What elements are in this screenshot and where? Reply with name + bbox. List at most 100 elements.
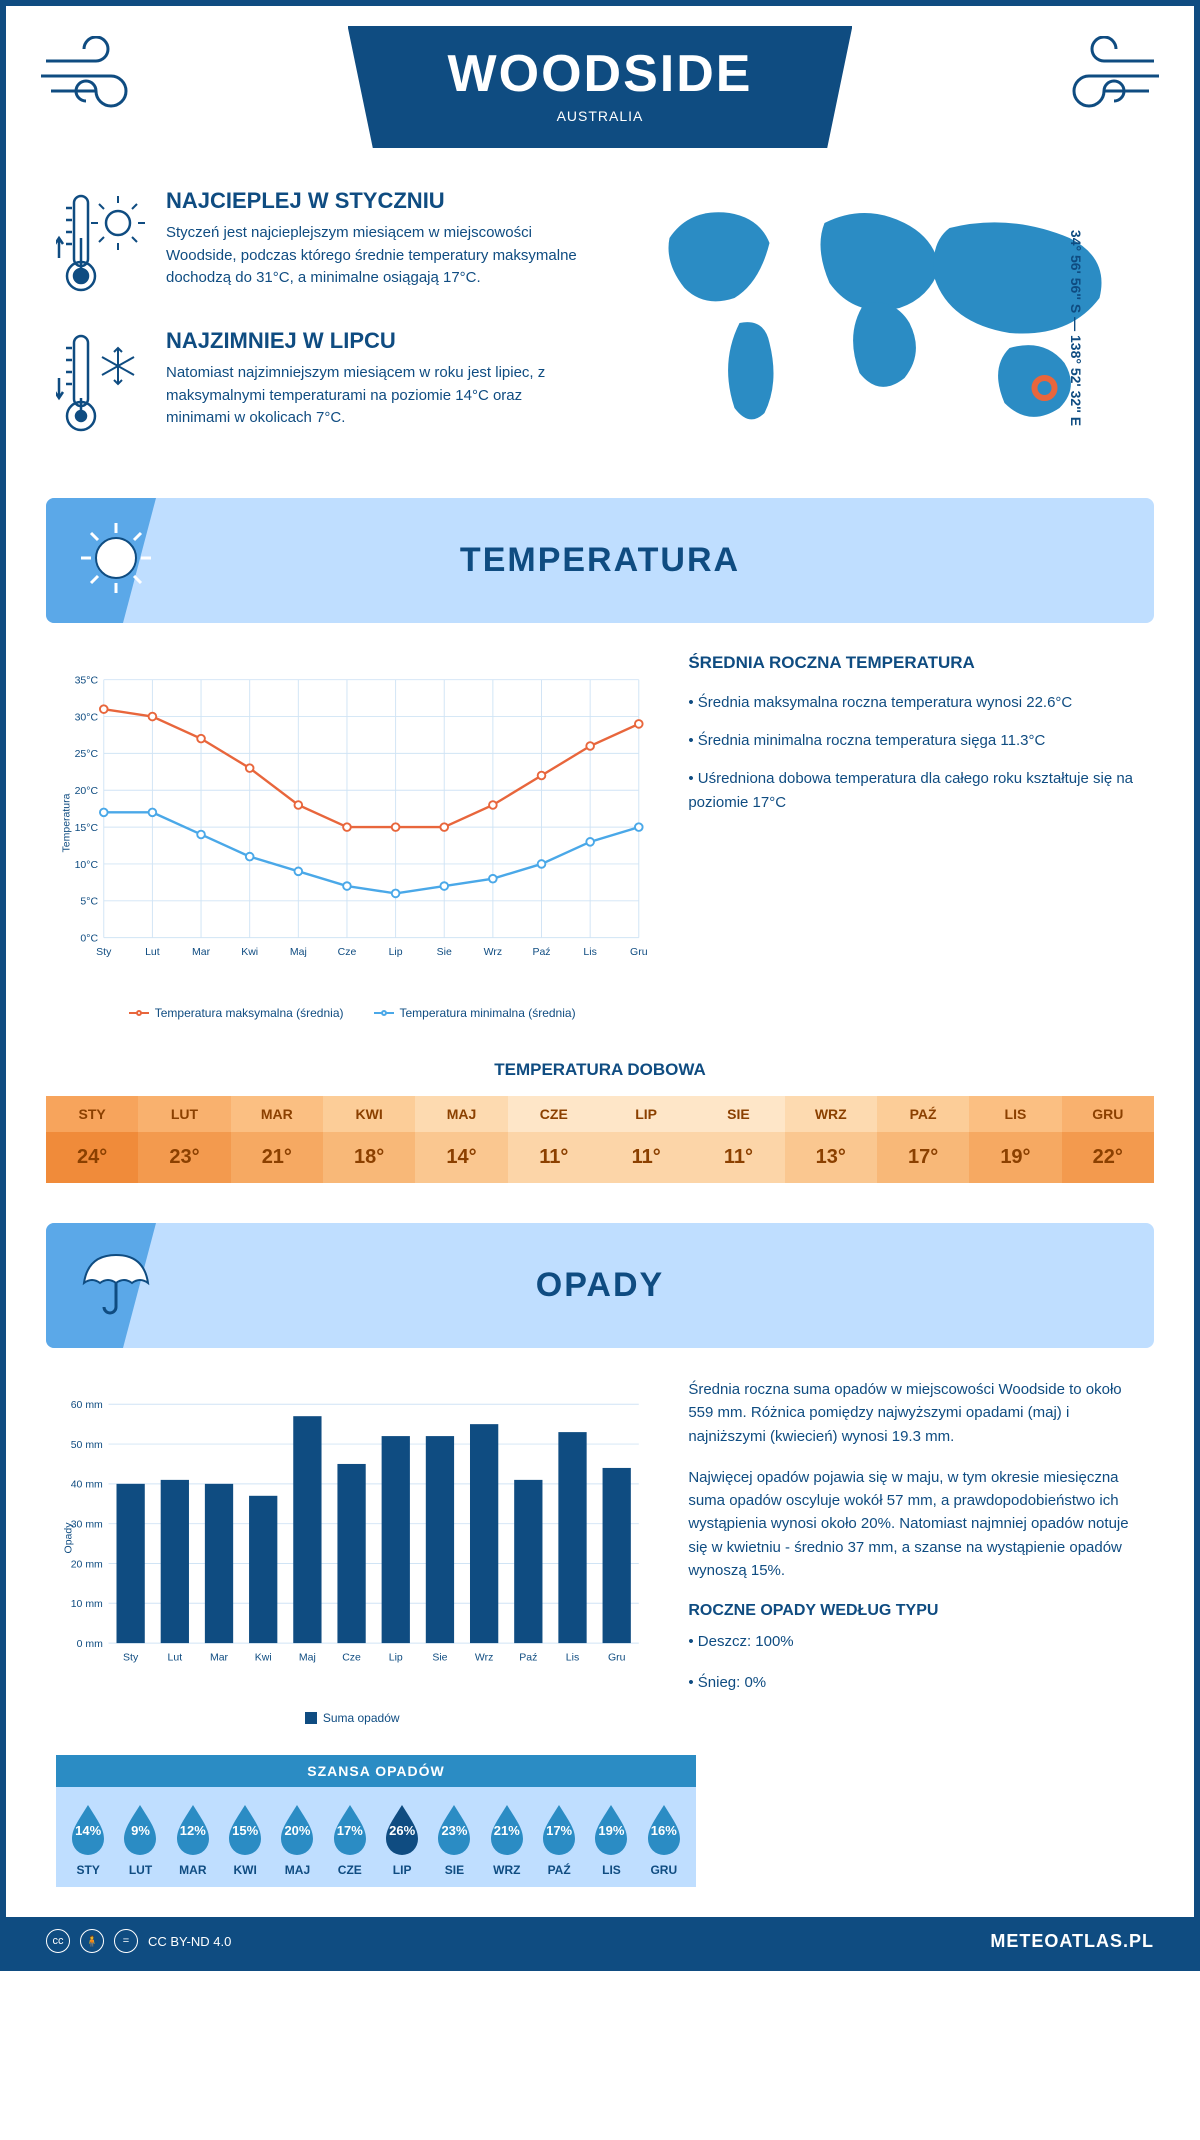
chance-cell: 21%WRZ [481,1801,533,1877]
license-text: CC BY-ND 4.0 [148,1934,231,1949]
chance-cell: 17%CZE [324,1801,376,1877]
svg-text:Paź: Paź [532,946,550,958]
site-name: METEOATLAS.PL [990,1931,1154,1952]
svg-text:30 mm: 30 mm [71,1518,103,1530]
svg-text:35°C: 35°C [75,675,99,687]
svg-text:20 mm: 20 mm [71,1558,103,1570]
title-banner: WOODSIDE AUSTRALIA [348,26,853,148]
page-title: WOODSIDE [448,44,753,104]
chance-cell: 14%STY [62,1801,114,1877]
daily-temp-cell: SIE11° [692,1096,784,1183]
temp-info-bullet: • Średnia minimalna roczna temperatura s… [688,729,1144,753]
footer: cc 🧍 = CC BY-ND 4.0 METEOATLAS.PL [6,1917,1194,1965]
chance-title: SZANSA OPADÓW [56,1755,696,1787]
rain-text-1: Średnia roczna suma opadów w miejscowośc… [688,1378,1144,1448]
svg-text:Kwi: Kwi [255,1651,272,1663]
daily-temp-cell: KWI18° [323,1096,415,1183]
svg-text:Cze: Cze [338,946,357,958]
svg-text:Wrz: Wrz [475,1651,493,1663]
svg-text:40 mm: 40 mm [71,1479,103,1491]
svg-text:Lip: Lip [389,946,403,958]
svg-text:Paź: Paź [519,1651,537,1663]
chance-cell: 20%MAJ [271,1801,323,1877]
svg-text:Lis: Lis [566,1651,579,1663]
daily-temp-cell: PAŹ17° [877,1096,969,1183]
umbrella-icon [76,1243,156,1323]
daily-temp-cell: LUT23° [138,1096,230,1183]
chance-cell: 15%KWI [219,1801,271,1877]
svg-text:60 mm: 60 mm [71,1399,103,1411]
daily-temp-cell: MAR21° [231,1096,323,1183]
svg-text:Gru: Gru [630,946,648,958]
svg-text:0 mm: 0 mm [77,1638,104,1650]
rain-type-item: • Deszcz: 100% [688,1630,1144,1653]
svg-text:Wrz: Wrz [484,946,502,958]
svg-text:Sie: Sie [432,1651,447,1663]
svg-text:Lut: Lut [168,1651,183,1663]
rain-chance-table: SZANSA OPADÓW 14%STY9%LUT12%MAR15%KWI20%… [56,1755,696,1887]
fact-warm-text: Styczeń jest najcieplejszym miesiącem w … [166,222,585,290]
header: WOODSIDE AUSTRALIA [6,6,1194,178]
fact-cold-title: NAJZIMNIEJ W LIPCU [166,328,585,354]
world-map [615,188,1144,448]
wind-icon [1044,36,1164,116]
fact-warm-title: NAJCIEPLEJ W STYCZNIU [166,188,585,214]
svg-text:Maj: Maj [290,946,307,958]
daily-temp-title: TEMPERATURA DOBOWA [6,1060,1194,1080]
daily-temp-cell: LIS19° [969,1096,1061,1183]
temperature-line-chart: 0°C5°C10°C15°C20°C25°C30°C35°CStyLutMarK… [56,653,648,993]
rain-type-title: ROCZNE OPADY WEDŁUG TYPU [688,1602,1144,1620]
chart-legend: Suma opadów [56,1711,648,1725]
svg-text:0°C: 0°C [80,932,98,944]
svg-text:Lip: Lip [389,1651,403,1663]
svg-text:30°C: 30°C [75,711,99,723]
temp-info-title: ŚREDNIA ROCZNA TEMPERATURA [688,653,1144,673]
thermometer-snow-icon [56,328,146,438]
svg-text:Sie: Sie [437,946,452,958]
nd-icon: = [114,1929,138,1953]
svg-text:Temperatura: Temperatura [60,793,72,852]
chance-cell: 23%SIE [428,1801,480,1877]
legend-label: Suma opadów [323,1711,400,1725]
svg-text:Gru: Gru [608,1651,626,1663]
daily-temp-cell: STY24° [46,1096,138,1183]
page-subtitle: AUSTRALIA [448,108,753,124]
section-title: OPADY [176,1266,1024,1305]
chance-cell: 26%LIP [376,1801,428,1877]
intro-section: NAJCIEPLEJ W STYCZNIU Styczeń jest najci… [6,178,1194,498]
section-header-temperature: TEMPERATURA [46,498,1154,623]
chance-cell: 19%LIS [585,1801,637,1877]
rain-text-2: Najwięcej opadów pojawia się w maju, w t… [688,1466,1144,1582]
daily-temp-cell: CZE11° [508,1096,600,1183]
coordinates: 34° 56' 56'' S — 138° 52' 32'' E [1068,230,1084,426]
fact-coldest: NAJZIMNIEJ W LIPCU Natomiast najzimniejs… [56,328,585,438]
daily-temp-cell: LIP11° [600,1096,692,1183]
wind-icon [36,36,156,116]
svg-text:10°C: 10°C [75,859,99,871]
svg-text:Cze: Cze [342,1651,361,1663]
temperature-info: ŚREDNIA ROCZNA TEMPERATURA • Średnia mak… [688,653,1144,1020]
thermometer-sun-icon [56,188,146,298]
sun-icon [76,518,156,598]
legend-item: Temperatura minimalna (średnia) [374,1006,576,1020]
svg-text:Lis: Lis [583,946,596,958]
chance-cell: 12%MAR [167,1801,219,1877]
svg-text:Lut: Lut [145,946,160,958]
temp-info-bullet: • Uśredniona dobowa temperatura dla całe… [688,767,1144,815]
svg-text:Sty: Sty [123,1651,139,1663]
fact-cold-text: Natomiast najzimniejszym miesiącem w rok… [166,362,585,430]
chart-legend: Temperatura maksymalna (średnia)Temperat… [56,1006,648,1020]
chance-cell: 17%PAŹ [533,1801,585,1877]
svg-text:Sty: Sty [96,946,112,958]
section-header-rainfall: OPADY [46,1223,1154,1348]
svg-text:Mar: Mar [192,946,211,958]
by-icon: 🧍 [80,1929,104,1953]
svg-text:5°C: 5°C [80,896,98,908]
chance-cell: 9%LUT [114,1801,166,1877]
svg-text:Maj: Maj [299,1651,316,1663]
svg-text:Mar: Mar [210,1651,229,1663]
svg-text:20°C: 20°C [75,785,99,797]
cc-icon: cc [46,1929,70,1953]
svg-text:10 mm: 10 mm [71,1598,103,1610]
fact-warmest: NAJCIEPLEJ W STYCZNIU Styczeń jest najci… [56,188,585,298]
